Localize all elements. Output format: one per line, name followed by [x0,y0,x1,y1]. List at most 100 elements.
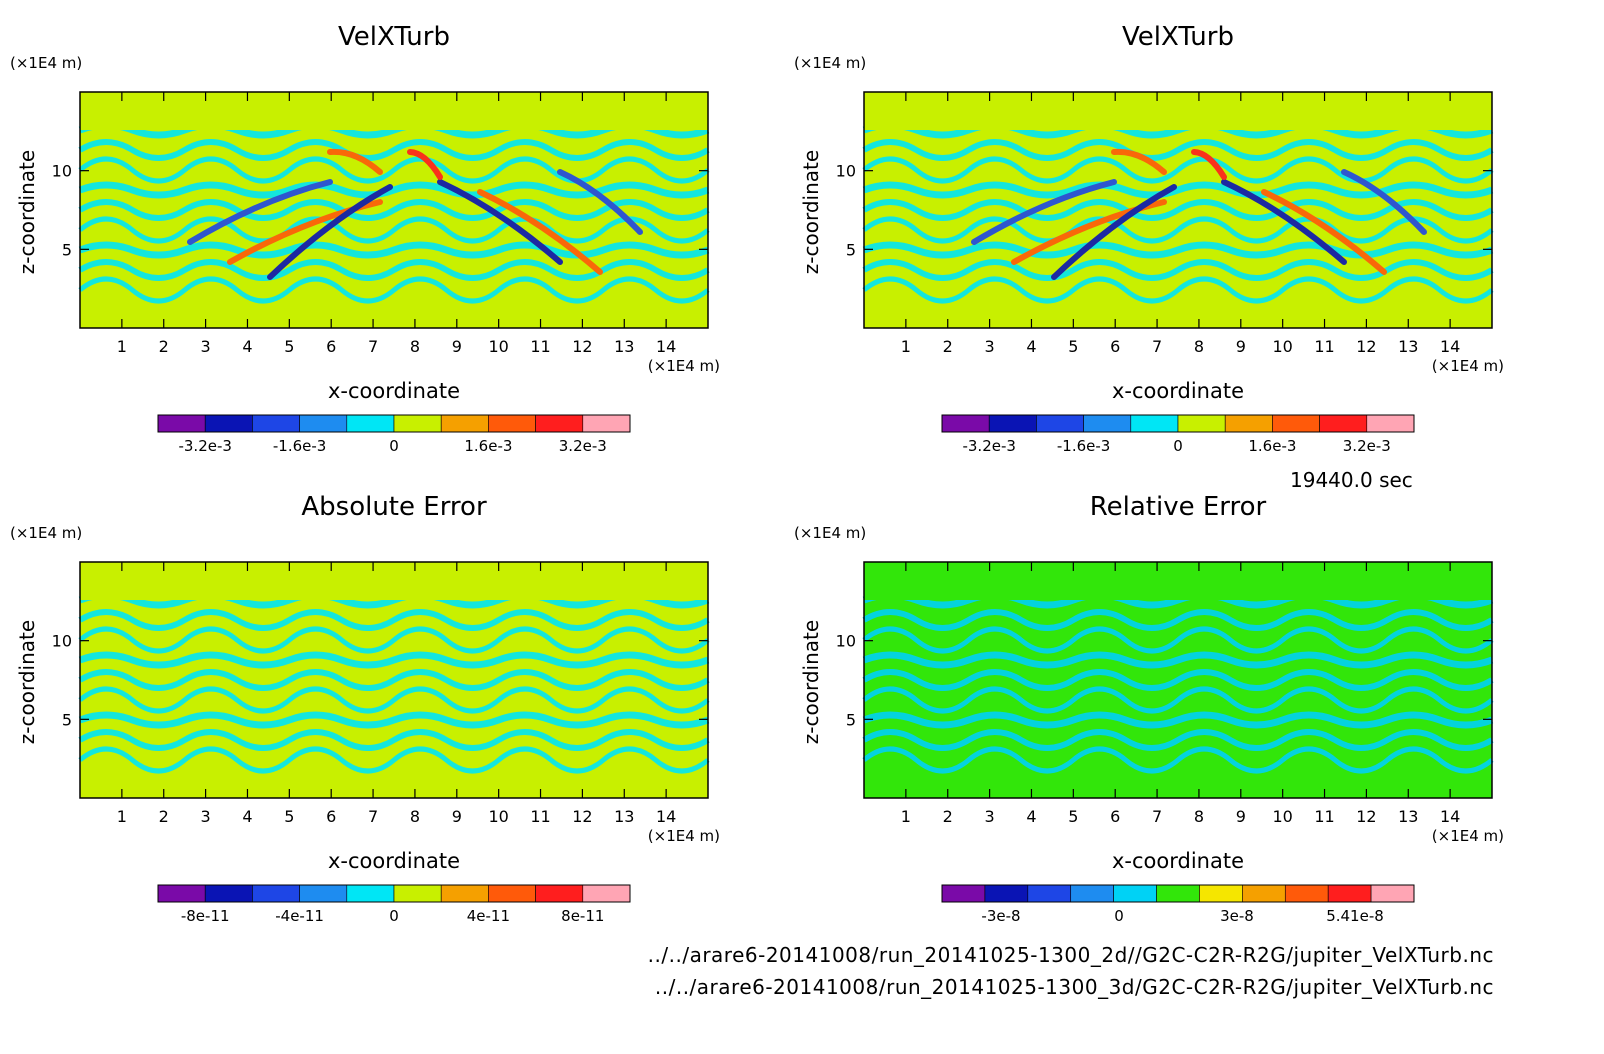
colorbar-segment [1199,884,1243,903]
colorbar-tick-label: 3.2e-3 [559,437,607,455]
x-tick-label: 1 [901,807,911,826]
vortex-streak [1221,179,1347,265]
contour-band [862,199,1494,221]
contour-band [78,241,710,259]
contour-field [78,121,710,304]
x-tick-label: 12 [572,807,592,826]
x-tick-label: 1 [901,337,911,356]
x-tick-label: 8 [1194,337,1204,356]
x-tick-label: 12 [572,337,592,356]
x-unit-label: (×1E4 m) [648,827,720,845]
x-tick-label: 10 [1272,807,1292,826]
x-tick-label: 5 [284,807,294,826]
z-unit-label: (×1E4 m) [794,524,866,542]
colorbar-segment [1242,884,1286,903]
x-tick-label: 8 [410,337,420,356]
x-tick-label: 13 [614,807,634,826]
contour-band [78,181,710,199]
time-label: 19440.0 sec [1290,468,1413,492]
y-tick-label: 5 [846,240,856,259]
colorbar-segment [535,414,584,433]
x-tick-label: 7 [1152,337,1162,356]
x-unit-label: (×1E4 m) [648,357,720,375]
x-tick-label: 5 [284,337,294,356]
plot-frame [863,561,1493,799]
x-tick-label: 10 [488,807,508,826]
colorbar-segment [299,414,348,433]
x-tick-label: 14 [1440,807,1460,826]
x-tick-label: 13 [614,337,634,356]
colorbar-segment [488,884,536,903]
x-axis-label: x-coordinate [328,849,460,873]
chart-panel-1: VelXTurb(×1E4 m)1 2 3 4 5 6 7 8 9 10 11 12 13 14510(×… [10,22,720,455]
colorbar-segment [488,414,536,433]
x-tick-label: 5 [1068,807,1078,826]
y-tick-label: 10 [836,632,856,651]
x-tick-label: 4 [242,807,252,826]
colorbar-segment [393,414,442,433]
y-tick-label: 5 [62,240,72,259]
colorbar-segment [157,414,206,433]
x-tick-label: 11 [1314,337,1334,356]
x-tick-label: 9 [1236,337,1246,356]
x-tick-label: 3 [201,807,211,826]
plot-frame [79,561,709,799]
x-axis-label: x-coordinate [1112,379,1244,403]
colorbar-segment [1083,414,1132,433]
contour-band [78,259,710,281]
contour-band [862,139,1494,161]
colorbar-segment [1070,884,1114,903]
x-tick-label: 14 [1440,337,1460,356]
y-tick-label: 10 [52,632,72,651]
contour-band [78,651,710,669]
vortex-streak [1341,169,1427,235]
contour-band [78,216,710,244]
x-tick-label: 6 [1110,807,1120,826]
x-tick-label: 14 [656,337,676,356]
contour-band [862,609,1494,631]
vortex-streak [1111,148,1167,175]
y-axis-label: z-coordinate [15,150,39,274]
colorbar-tick-label: 5.41e-8 [1326,907,1384,925]
colorbar-segment [1284,884,1329,903]
x-tick-label: 5 [1068,337,1078,356]
colorbar-segment [582,414,631,433]
colorbar-segment [440,884,489,903]
colorbar-segment [252,414,300,433]
colorbar-segment [1366,414,1415,433]
colorbar-segment [535,884,584,903]
vortex-streak [1051,184,1177,280]
x-tick-label: 11 [1314,807,1334,826]
contour-band [862,651,1494,669]
colorbar-tick-label: 0 [1173,437,1183,455]
x-tick-label: 11 [530,807,550,826]
vortex-streak [407,149,443,180]
x-tick-label: 4 [1026,807,1036,826]
colorbar-tick-label: -3e-8 [981,907,1020,925]
contour-band [78,729,710,751]
contour-band [862,181,1494,199]
colorbar-tick-label: 4e-11 [467,907,510,925]
contour-band [862,669,1494,691]
contour-band [862,711,1494,729]
colorbar-tick-label: 0 [1114,907,1124,925]
contour-band [78,711,710,729]
colorbar-segment [440,414,489,433]
x-tick-label: 10 [1272,337,1292,356]
x-tick-label: 12 [1356,337,1376,356]
chart-panel-3: Absolute Error(×1E4 m)1 2 3 4 5 6 7 8 9 10 11 12 13 1… [10,492,720,925]
upper-uniform-region [80,92,708,130]
x-tick-label: 4 [1026,337,1036,356]
contour-band [862,259,1494,281]
x-tick-label: 13 [1398,337,1418,356]
x-tick-label: 2 [159,807,169,826]
vortex-streak [477,189,603,275]
colorbar-segment [1319,414,1368,433]
colorbar-tick-label: 3e-8 [1220,907,1254,925]
colorbar-tick-label: 1.6e-3 [1248,437,1296,455]
contour-band [78,139,710,161]
contour-band [78,199,710,221]
source-file-3d: ../../arare6-20141008/run_20141025-1300_… [654,975,1494,999]
chart-panel-2: VelXTurb(×1E4 m)1 2 3 4 5 6 7 8 9 10 11 12 13 14510(×… [794,22,1504,455]
colorbar-frame [941,884,1415,903]
